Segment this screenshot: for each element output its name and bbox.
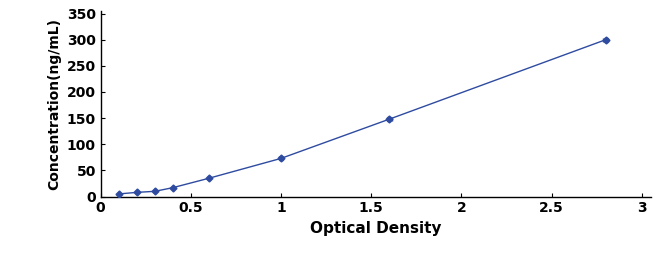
Y-axis label: Concentration(ng/mL): Concentration(ng/mL) [47, 18, 61, 190]
X-axis label: Optical Density: Optical Density [310, 221, 442, 236]
